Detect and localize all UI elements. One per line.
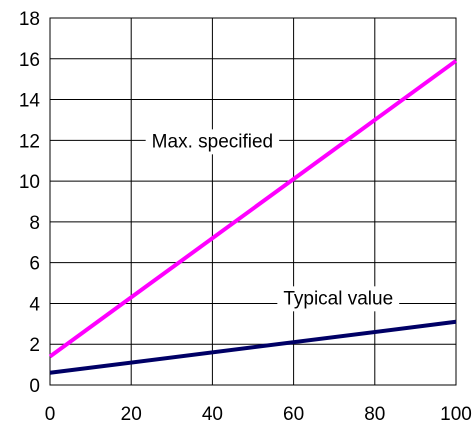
annotation-label: Typical value xyxy=(283,288,393,309)
annotation: Max. specified xyxy=(145,129,280,155)
y-tick-label: 6 xyxy=(29,254,40,275)
x-tick-label: 60 xyxy=(283,404,304,425)
tick-labels: 0 2 4 6 8 10 12 14 16 18 0 20 40 60 80 100 xyxy=(19,9,472,425)
series-line-0 xyxy=(48,59,458,359)
y-tick-label: 14 xyxy=(19,91,41,112)
y-tick-label: 8 xyxy=(29,213,40,234)
plot-frame xyxy=(49,17,457,386)
y-tick-label: 16 xyxy=(19,50,40,71)
x-tick-label: 0 xyxy=(45,404,56,425)
annotations: Max. specified Typical value xyxy=(145,129,400,312)
annotation-background xyxy=(277,286,400,312)
annotation: Typical value xyxy=(277,286,400,312)
annotation-background xyxy=(145,129,280,155)
x-tick-label: 20 xyxy=(121,404,142,425)
series-line-1 xyxy=(49,319,457,375)
x-tick-label: 40 xyxy=(202,404,223,425)
y-tick-label: 18 xyxy=(19,9,40,30)
y-tick-label: 4 xyxy=(29,294,40,315)
annotation-label: Max. specified xyxy=(152,131,273,152)
y-tick-label: 0 xyxy=(29,376,40,397)
x-tick-label: 80 xyxy=(364,404,385,425)
y-tick-label: 12 xyxy=(19,131,40,152)
y-tick-label: 10 xyxy=(19,172,40,193)
series-layer xyxy=(48,59,458,375)
y-tick-label: 2 xyxy=(29,335,40,356)
x-tick-label: 100 xyxy=(440,404,472,425)
